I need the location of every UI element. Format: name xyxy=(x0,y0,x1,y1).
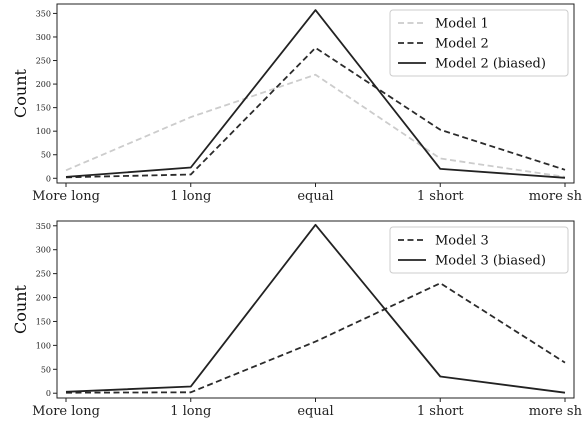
series-line-model-2 xyxy=(65,46,566,179)
y-tick-label: 300 xyxy=(36,33,51,42)
y-tick-label: 250 xyxy=(36,270,51,279)
legend-label: Model 2 (biased) xyxy=(435,57,546,72)
series-line-model-1 xyxy=(65,73,566,178)
x-tick-label: equal xyxy=(297,404,333,419)
legend-label: Model 3 (biased) xyxy=(435,254,546,269)
x-tick-label: 1 short xyxy=(417,404,464,419)
x-tick-label: more short xyxy=(529,189,582,204)
x-tick-label: equal xyxy=(297,189,333,204)
series-line-model-3 xyxy=(65,282,566,394)
y-axis-label: Count xyxy=(11,68,30,117)
x-tick-label: more short xyxy=(529,404,582,419)
y-tick-label: 100 xyxy=(36,127,51,136)
legend-label: Model 2 xyxy=(435,37,489,52)
y-tick-label: 0 xyxy=(46,389,51,398)
y-tick-label: 150 xyxy=(36,104,51,113)
x-tick-label: More long xyxy=(32,404,100,419)
chart-panel-1: 0 50 100 150 200 250 300 350 More long 1 long equa… xyxy=(11,3,582,204)
y-tick-label: 200 xyxy=(36,294,51,303)
y-tick-label: 200 xyxy=(36,80,51,89)
y-tick-label: 150 xyxy=(36,317,51,326)
series-line-model-3-biased xyxy=(65,223,566,394)
legend-label: Model 3 xyxy=(435,234,489,249)
legend-label: Model 1 xyxy=(435,17,489,32)
y-tick-label: 0 xyxy=(46,174,51,183)
x-tick-label: 1 long xyxy=(170,189,211,204)
legend-box xyxy=(389,226,569,274)
x-tick-label: 1 long xyxy=(170,404,211,419)
y-tick-label: 50 xyxy=(41,151,51,160)
y-tick-label: 50 xyxy=(41,365,51,374)
y-tick-label: 350 xyxy=(36,9,51,18)
y-tick-label: 100 xyxy=(36,341,51,350)
y-tick-label: 250 xyxy=(36,57,51,66)
x-tick-label: 1 short xyxy=(417,189,464,204)
chart-panel-2: 0 50 100 150 200 250 300 350 More long 1 long equa… xyxy=(11,220,582,419)
y-tick-label: 350 xyxy=(36,222,51,231)
series-line-model-2-biased xyxy=(65,9,566,179)
legend-box xyxy=(389,9,569,77)
y-axis-label: Count xyxy=(11,284,30,333)
x-tick-label: More long xyxy=(32,189,100,204)
y-tick-label: 300 xyxy=(36,246,51,255)
